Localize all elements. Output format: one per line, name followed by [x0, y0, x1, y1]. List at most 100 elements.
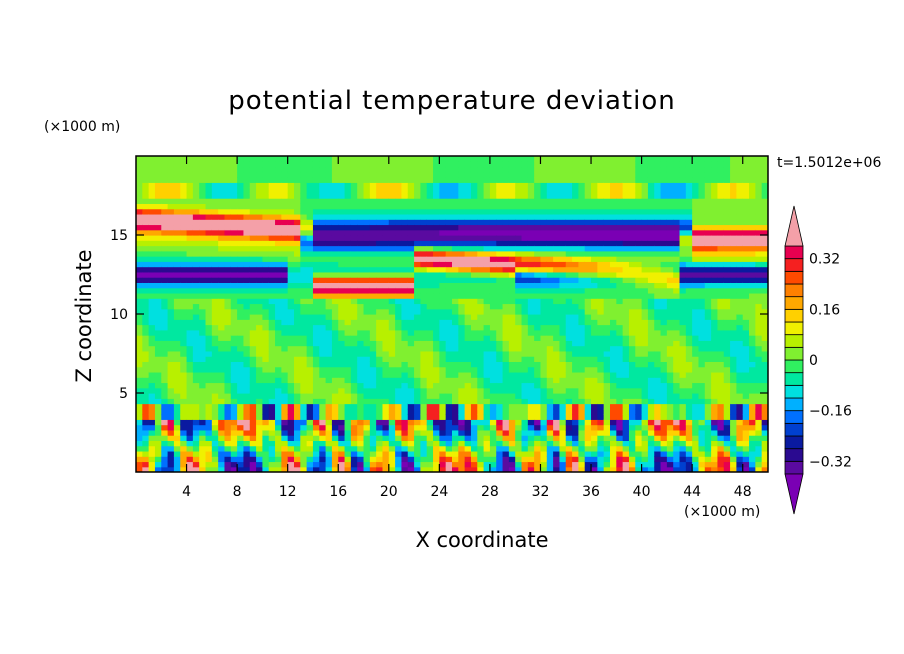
contour-cell [502, 356, 510, 362]
contour-cell [268, 356, 276, 362]
contour-cell [186, 298, 194, 305]
contour-cell [186, 371, 194, 378]
contour-cell [249, 340, 257, 347]
contour-cell [154, 192, 162, 199]
contour-cell [211, 366, 219, 373]
contour-cell [496, 219, 504, 226]
contour-cell [534, 393, 542, 399]
contour-cell [521, 414, 529, 420]
contour-cell [584, 219, 592, 226]
contour-cell [281, 382, 289, 389]
contour-cell [458, 429, 466, 436]
contour-cell [205, 377, 213, 384]
contour-cell [369, 345, 377, 352]
contour-cell [439, 450, 447, 457]
contour-cell [578, 345, 586, 352]
contour-cell [154, 156, 162, 162]
contour-cell [420, 403, 428, 410]
contour-cell [382, 361, 390, 368]
contour-cell [268, 340, 276, 347]
contour-cell [224, 303, 232, 310]
contour-cell [237, 192, 245, 199]
contour-cell [414, 466, 421, 472]
contour-cell [584, 319, 592, 326]
contour-cell [414, 314, 421, 320]
contour-cell [350, 461, 358, 468]
contour-cell [496, 198, 504, 204]
contour-cell [521, 387, 529, 394]
contour-cell [161, 282, 169, 289]
contour-cell [136, 187, 143, 194]
contour-cell [407, 156, 415, 162]
contour-cell [572, 393, 579, 399]
contour-cell [281, 393, 289, 399]
contour-cell [395, 314, 403, 320]
contour-cell [603, 414, 611, 420]
contour-cell [312, 340, 320, 347]
contour-cell [597, 182, 605, 189]
contour-cell [395, 287, 403, 294]
contour-cell [167, 224, 175, 231]
contour-cell [325, 303, 333, 310]
contour-cell [622, 224, 630, 231]
contour-cell [439, 429, 447, 436]
contour-cell [306, 329, 314, 336]
contour-cell [306, 440, 314, 447]
contour-cell [489, 261, 497, 268]
contour-cell [344, 277, 352, 283]
contour-cell [414, 361, 421, 368]
contour-cell [167, 345, 175, 352]
contour-cell [357, 366, 365, 373]
contour-cell [508, 314, 516, 320]
contour-cell [287, 314, 295, 320]
contour-cell [401, 345, 409, 352]
contour-cell [489, 224, 497, 231]
contour-cell [249, 192, 257, 199]
contour-cell [508, 308, 516, 315]
contour-cell [224, 219, 232, 226]
contour-cell [312, 335, 320, 341]
contour-cell [660, 450, 668, 457]
contour-cell [300, 435, 308, 441]
contour-cell [256, 192, 263, 199]
contour-cell [515, 398, 523, 405]
contour-cell [628, 182, 636, 189]
contour-cell [363, 440, 371, 447]
contour-cell [186, 161, 194, 168]
contour-cell [477, 203, 485, 210]
contour-cell [338, 377, 346, 384]
contour-cell [300, 213, 308, 220]
contour-cell [597, 298, 605, 305]
contour-cell [306, 345, 314, 352]
contour-cell [173, 456, 181, 463]
contour-cell [489, 292, 497, 299]
contour-cell [249, 213, 257, 220]
contour-cell [470, 271, 478, 278]
contour-cell [331, 219, 339, 226]
contour-cell [186, 356, 194, 362]
contour-cell [294, 329, 301, 336]
contour-cell [211, 393, 219, 399]
contour-cell [338, 440, 346, 447]
contour-cell [597, 371, 605, 378]
contour-cell [230, 271, 238, 278]
contour-cell [597, 377, 605, 384]
contour-cell [142, 377, 150, 384]
contour-cell [161, 208, 169, 215]
contour-cell [521, 324, 529, 331]
contour-cell [628, 229, 636, 236]
contour-cell [224, 240, 232, 247]
contour-cell [167, 350, 175, 357]
contour-cell [591, 414, 598, 420]
contour-cell [205, 224, 213, 231]
contour-cell [192, 371, 200, 378]
contour-cell [489, 324, 497, 331]
contour-cell [388, 256, 396, 262]
contour-cell [464, 371, 472, 378]
contour-cell [502, 324, 510, 331]
contour-cell [338, 356, 346, 362]
contour-cell [211, 403, 219, 410]
contour-cell [610, 308, 617, 315]
contour-cell [527, 161, 535, 168]
contour-cell [553, 229, 561, 236]
